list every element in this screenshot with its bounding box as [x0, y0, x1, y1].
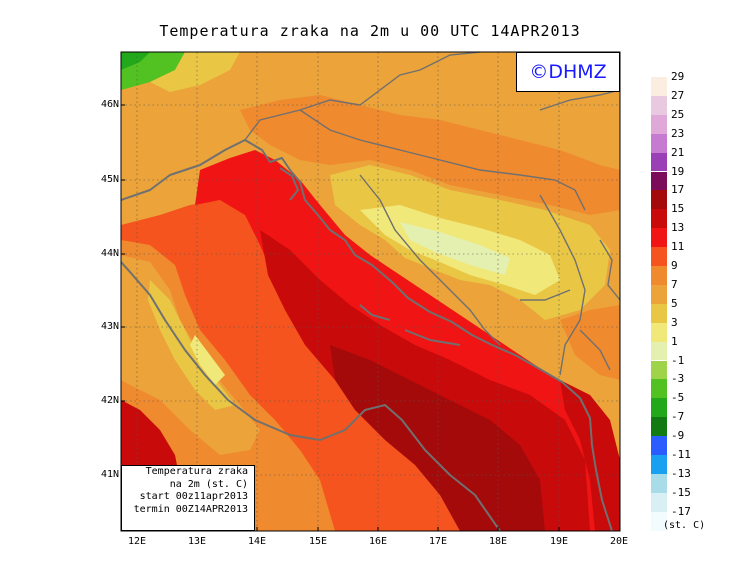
legend-label: -3 — [671, 372, 685, 386]
field-alpine-colder — [121, 52, 150, 70]
legend-label: 13 — [671, 221, 685, 235]
legend-label: 15 — [671, 202, 685, 216]
lat-label-43n: 43N — [100, 321, 119, 332]
legend-swatch — [651, 379, 667, 399]
info-line-2: na 2m (st. C) — [169, 478, 248, 490]
legend-swatch — [651, 455, 667, 474]
legend-swatch — [651, 95, 667, 115]
legend-label: 27 — [671, 88, 685, 102]
legend-swatch — [651, 171, 667, 191]
legend-label: 5 — [671, 296, 678, 310]
forecast-info-box: Temperatura zraka na 2m (st. C) start 00… — [121, 465, 255, 531]
legend-label: -11 — [671, 448, 691, 461]
lat-label-46n: 46N — [100, 99, 119, 110]
legend-label: -17 — [671, 504, 691, 518]
coastlines — [121, 139, 613, 531]
legend-swatch — [651, 511, 667, 531]
legend-label: 29 — [671, 70, 685, 83]
legend-swatch — [651, 190, 667, 210]
lon-label-16e: 16E — [368, 536, 388, 547]
legend-label: 9 — [671, 259, 678, 272]
lat-label-44n: 44N — [100, 248, 119, 259]
dhmz-logo: ©DHMZ — [516, 52, 620, 92]
map-frame — [120, 51, 621, 532]
field-adriatic-17 — [330, 345, 545, 531]
lon-label-13e: 13E — [187, 536, 207, 547]
legend-swatch — [651, 77, 667, 96]
legend-label: 11 — [671, 240, 685, 254]
legend-label: 19 — [671, 164, 685, 178]
legend-label: -5 — [671, 391, 685, 405]
map-title: Temperatura zraka na 2m u 00 UTC 14APR20… — [159, 22, 581, 40]
grid-lines — [121, 52, 620, 531]
legend-label: 25 — [671, 107, 685, 121]
legend-swatch — [651, 322, 667, 342]
info-line-3: start 00z11apr2013 — [139, 491, 248, 502]
legend-label: 23 — [671, 126, 685, 140]
legend-unit: (st. C) — [663, 520, 706, 531]
legend-swatch — [651, 341, 667, 361]
legend-label: -13 — [671, 466, 691, 480]
legend-swatch — [651, 284, 667, 304]
legend-swatch — [651, 228, 667, 248]
legend-label: 1 — [671, 334, 678, 348]
info-line-1: Temperatura zraka — [145, 466, 248, 477]
legend-swatch — [651, 360, 667, 380]
legend-swatch — [651, 266, 667, 285]
lat-label-42n: 42N — [100, 395, 119, 406]
legend-label: -9 — [671, 429, 685, 443]
lon-label-15e: 15E — [308, 536, 328, 547]
legend-label: 7 — [671, 277, 678, 291]
legend-swatch — [651, 492, 667, 512]
legend-swatch — [651, 114, 667, 134]
field-north-9 — [240, 95, 620, 215]
field-albania-15 — [560, 380, 620, 531]
field-interior-1 — [400, 222, 510, 275]
legend-swatch — [651, 398, 667, 418]
legend-swatch — [651, 436, 667, 455]
legend-label: -7 — [671, 410, 685, 424]
lon-label-20e: 20E — [609, 536, 629, 547]
lon-label-12e: 12E — [127, 536, 147, 547]
lon-label-14e: 14E — [247, 536, 267, 547]
legend-swatch — [651, 209, 667, 229]
lon-label-19e: 19E — [549, 536, 569, 547]
lon-label-18e: 18E — [488, 536, 508, 547]
legend-swatch — [651, 152, 667, 172]
info-line-4: termin 00Z14APR2013 — [133, 503, 248, 515]
legend-swatch — [651, 417, 667, 437]
legend-label: -15 — [671, 485, 691, 499]
field-apennines-3 — [190, 335, 225, 385]
field-north-5 — [150, 52, 240, 92]
lat-label-45n: 45N — [100, 174, 119, 185]
lon-label-17e: 17E — [428, 536, 448, 547]
legend-swatch — [651, 473, 667, 493]
legend-label: -1 — [671, 353, 685, 367]
country-borders — [244, 52, 620, 376]
legend-swatch — [651, 247, 667, 266]
lat-label-41n: 41N — [100, 469, 119, 480]
legend-label: 17 — [671, 183, 685, 197]
legend-label: 21 — [671, 145, 685, 159]
legend-swatch — [651, 133, 667, 153]
legend-swatch — [651, 303, 667, 323]
legend-label: 3 — [671, 315, 678, 329]
